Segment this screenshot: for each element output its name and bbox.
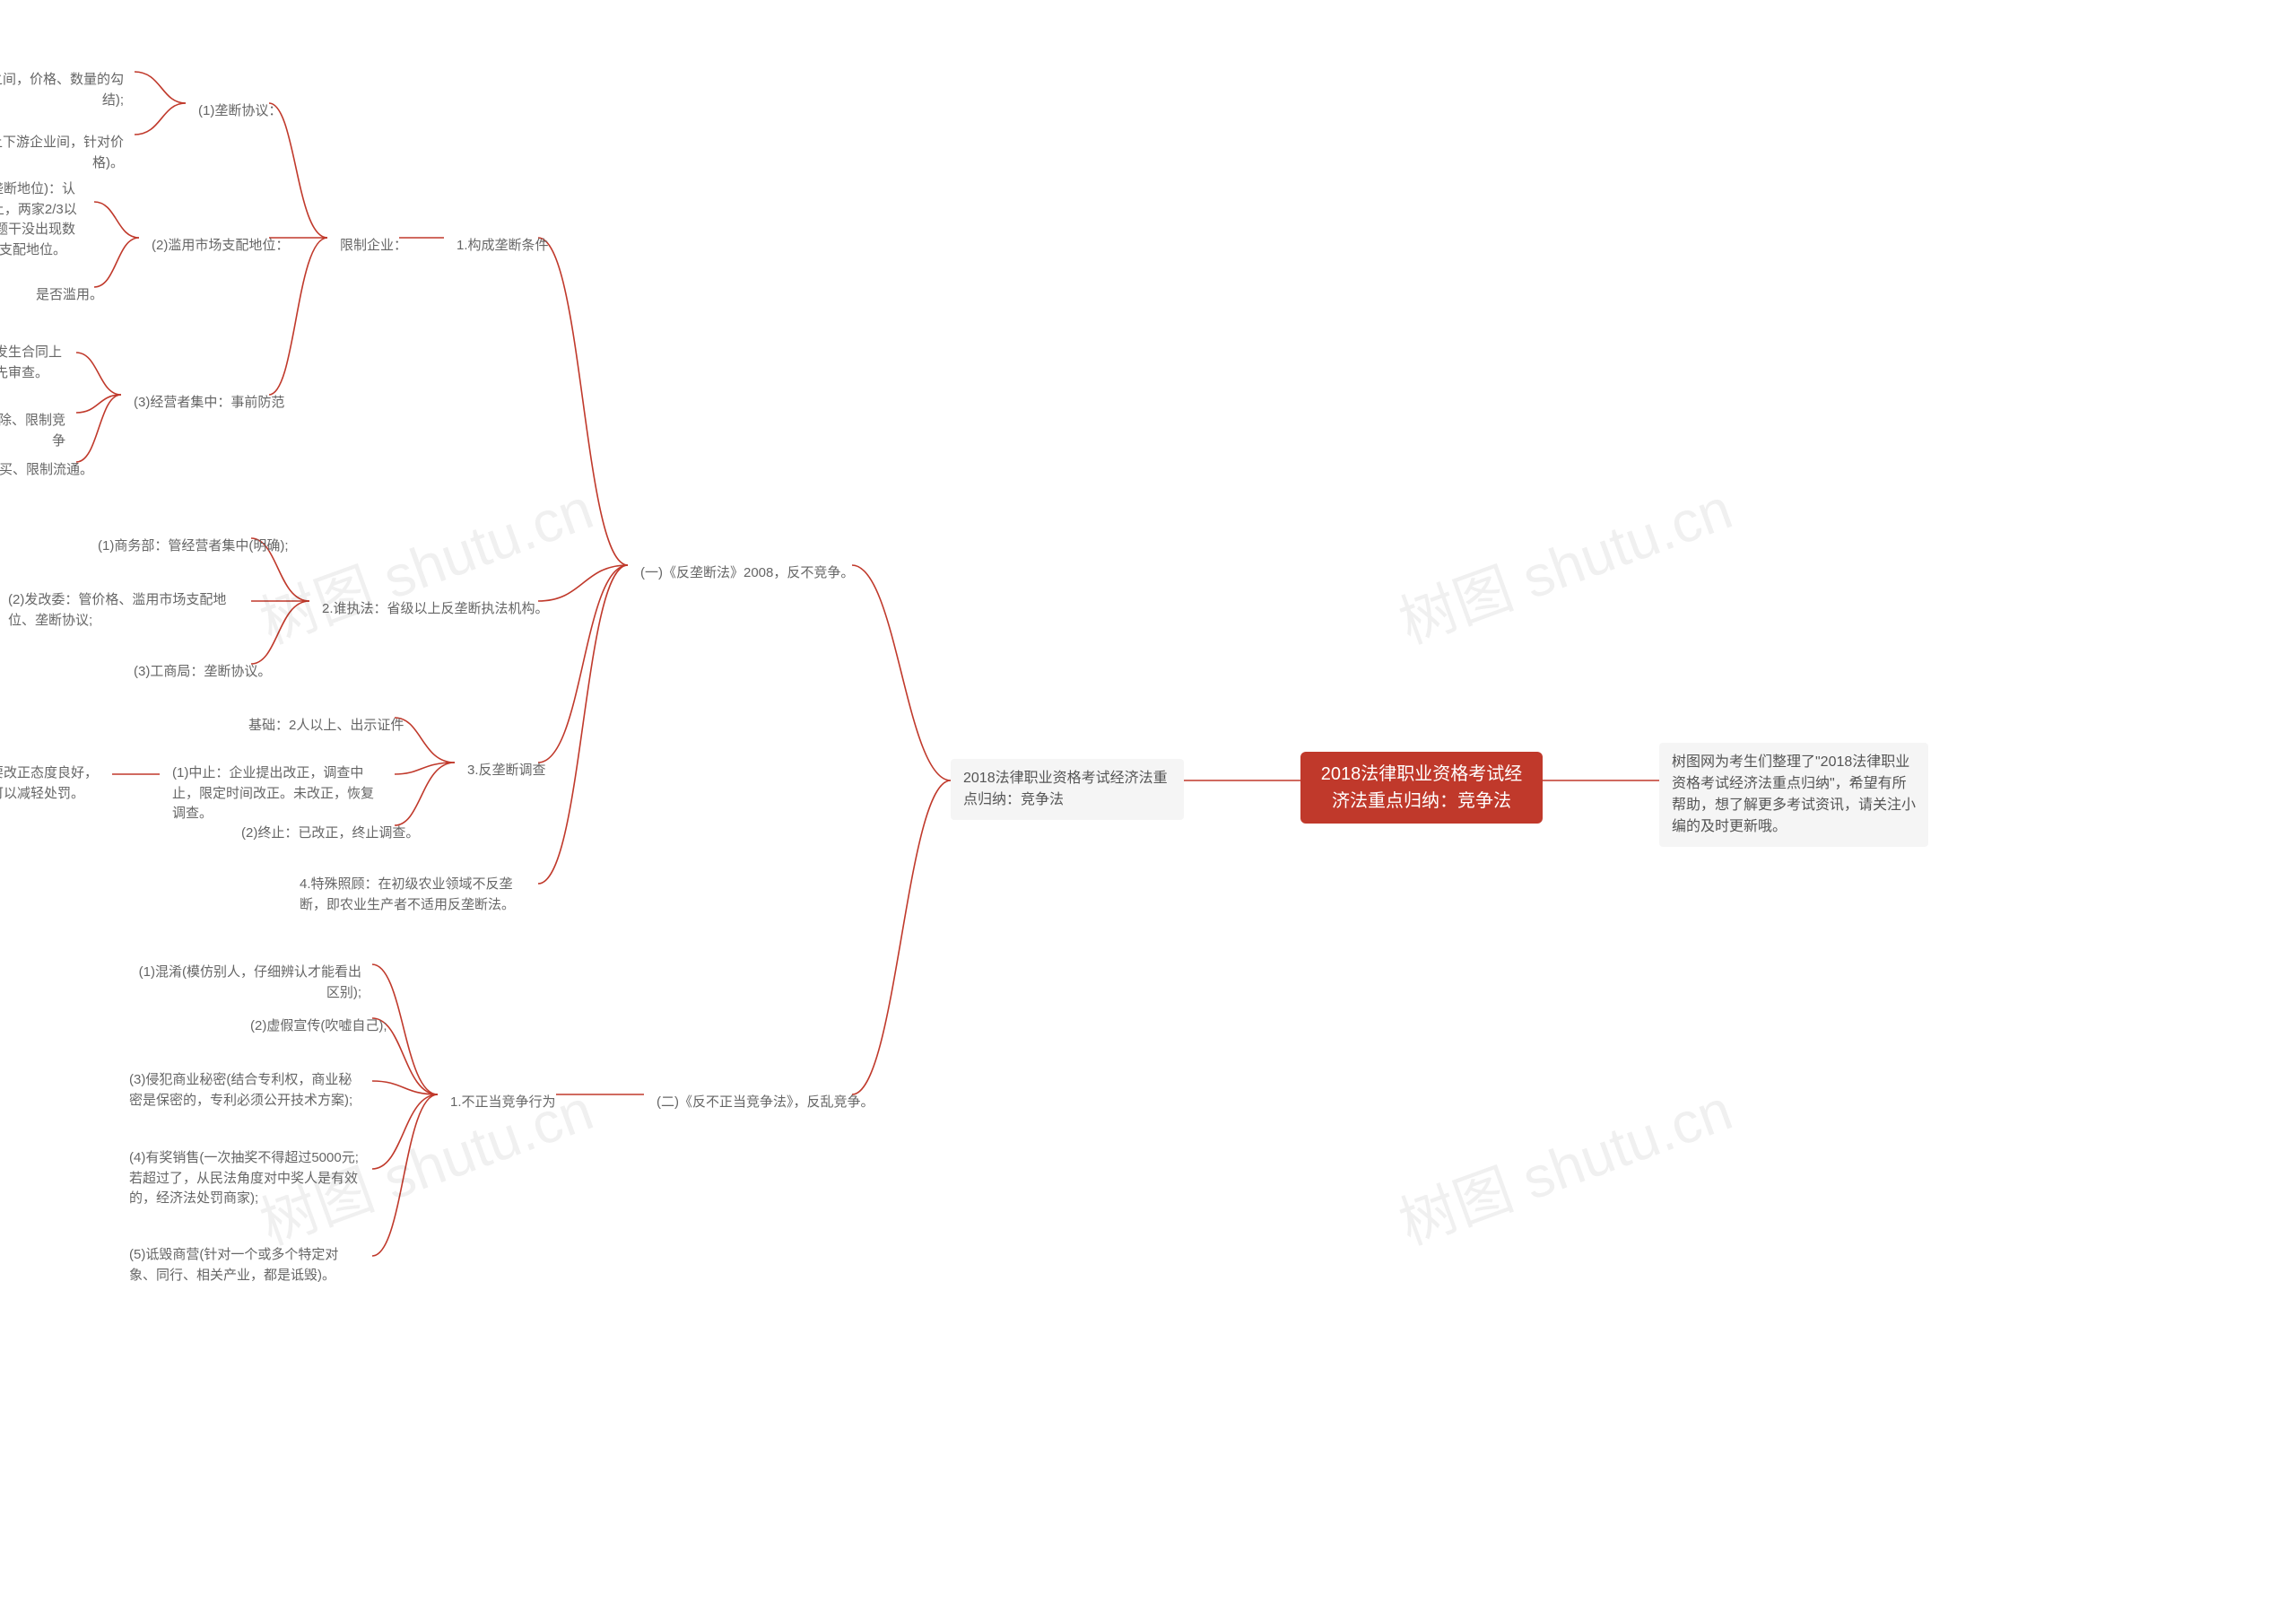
- desc-text: 树图网为考生们整理了"2018法律职业资格考试经济法重点归纳"，希望有所帮助，想…: [1672, 754, 1916, 834]
- sub1-text: 2018法律职业资格考试经济法重点归纳：竞争法: [963, 771, 1168, 807]
- l1-4-node[interactable]: 4.特殊照顾：在初级农业领域不反垄断，即农业生产者不适用反垄断法。: [287, 866, 540, 924]
- l1-1-1-a: 横向垄断(同行之间，价格、数量的勾结);: [0, 61, 136, 119]
- l2-1-e: (5)诋毁商营(针对一个或多个特定对象、同行、相关产业，都是诋毁)。: [117, 1236, 374, 1295]
- sub1-node[interactable]: 2018法律职业资格考试经济法重点归纳：竞争法: [951, 759, 1184, 820]
- l1-2-a: (1)商务部：管经营者集中(明确);: [85, 527, 301, 566]
- l1-1-1-node[interactable]: (1)垄断协议：: [186, 92, 294, 131]
- l2-1-c: (3)侵犯商业秘密(结合专利权，商业秘密是保密的，专利必须公开技术方案);: [117, 1061, 374, 1120]
- l1-3-label: 3.反垄断调查: [467, 763, 546, 778]
- watermark: 树图 shutu.cn: [1387, 463, 1742, 659]
- l1-1-3-a: 两个大型企业合并、收购、发生合同上的协同行为，须报商务部事先审查。: [0, 334, 78, 392]
- l1-1-2-label: (2)滥用市场支配地位：: [152, 238, 289, 253]
- l1-2-node[interactable]: 2.谁执法：省级以上反垄断执法机构。: [309, 590, 561, 629]
- root-title-line2: 济法重点归纳：竞争法: [1332, 791, 1511, 811]
- l2-1-b: (2)虚假宣传(吹嘘自己);: [238, 1007, 400, 1046]
- l1-1-2-a: 是否具有市场支配地位(垄断地位)：认定市场份额，一家1/2以上，两家2/3以上，…: [0, 170, 96, 269]
- root-node[interactable]: 2018法律职业资格考试经 济法重点归纳：竞争法: [1300, 752, 1543, 824]
- l1-1-1-label: (1)垄断协议：: [198, 103, 282, 118]
- l1-1-3-node[interactable]: (3)经营者集中：事前防范: [121, 384, 297, 423]
- watermark: 树图 shutu.cn: [1387, 1064, 1742, 1260]
- l1-2-b: (2)发改委：管价格、滥用市场支配地位、垄断协议;: [0, 581, 253, 640]
- l1-1-label: 1.构成垄断条件: [457, 238, 549, 253]
- l1-1-sub-node[interactable]: 限制企业：: [327, 227, 420, 266]
- l1-1-2-node[interactable]: (2)滥用市场支配地位：: [139, 227, 301, 266]
- l1-4-label: 4.特殊照顾：在初级农业领域不反垄断，即农业生产者不适用反垄断法。: [300, 876, 515, 912]
- l2-1-node[interactable]: 1.不正当竞争行为: [438, 1084, 569, 1122]
- l1-2-label: 2.谁执法：省级以上反垄断执法机构。: [322, 601, 549, 616]
- l1-1-node[interactable]: 1.构成垄断条件: [444, 227, 561, 266]
- l1-1-3-c: 指定购买、限制流通。: [0, 451, 106, 490]
- l1-3-a: 基础：2人以上、出示证件: [236, 707, 416, 745]
- l1-2-c: (3)工商局：垄断协议。: [121, 653, 283, 692]
- law1-label: (一)《反垄断法》2008，反不竞争。: [640, 565, 854, 580]
- l2-1-label: 1.不正当竞争行为: [450, 1094, 556, 1110]
- l2-1-d: (4)有奖销售(一次抽奖不得超过5000元;若超过了，从民法角度对中奖人是有效的…: [117, 1139, 374, 1218]
- l1-1-3-label: (3)经营者集中：事前防范: [134, 395, 284, 410]
- l2-1-a: (1)混淆(模仿别人，仔细辨认才能看出区别);: [121, 954, 374, 1012]
- root-title-line1: 2018法律职业资格考试经: [1321, 764, 1523, 784]
- l1-1-sub-label: 限制企业：: [340, 238, 407, 253]
- l1-3-b-note: 企业态度很重要，只要改正态度良好，即使在处罚阶段，也可以减轻处罚。: [0, 754, 114, 813]
- law2-label: (二)《反不正当竞争法》，反乱竞争。: [657, 1094, 874, 1110]
- law1-node[interactable]: (一)《反垄断法》2008，反不竞争。: [628, 554, 866, 593]
- l1-3-node[interactable]: 3.反垄断调查: [455, 752, 559, 790]
- l1-1-2-b: 是否滥用。: [23, 276, 116, 315]
- law2-node[interactable]: (二)《反不正当竞争法》，反乱竞争。: [644, 1084, 887, 1122]
- l1-3-c: (2)终止：已改正，终止调查。: [229, 815, 431, 853]
- desc-node: 树图网为考生们整理了"2018法律职业资格考试经济法重点归纳"，希望有所帮助，想…: [1659, 743, 1928, 847]
